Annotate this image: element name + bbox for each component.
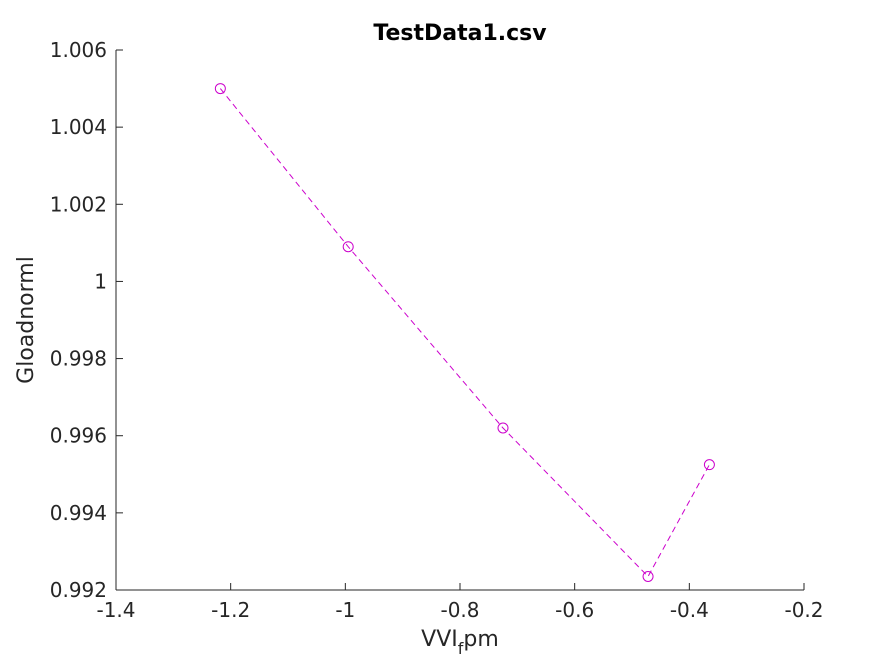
- y-axis-label: Gloadnorml: [14, 256, 39, 384]
- data-point: [214, 83, 226, 95]
- x-axis-label: VVIfpm: [421, 627, 499, 658]
- data-point: [342, 241, 354, 253]
- y-tick-label: 1.004: [50, 115, 107, 139]
- y-tick-label: 1.006: [50, 38, 107, 62]
- y-tick-label: 1.002: [50, 192, 107, 216]
- ticks: -1.4 -1.2 -1 -0.8 -0.6 -0.4 -0.2 0.992 0.994 0.99…: [50, 38, 824, 622]
- y-tick-label: 0.992: [50, 578, 107, 602]
- data-point: [497, 422, 509, 434]
- x-tick-label: -0.2: [784, 598, 823, 622]
- x-axis-label-base: VVI: [421, 627, 458, 652]
- axes: [115, 50, 804, 591]
- series-line: [219, 88, 710, 578]
- x-tick-label: -0.6: [555, 598, 594, 622]
- x-tick-label: -0.8: [440, 598, 479, 622]
- y-tick-label: 0.996: [50, 424, 107, 448]
- y-tick-label: 0.998: [50, 347, 107, 371]
- data-point: [703, 459, 715, 471]
- data-point: [642, 571, 654, 582]
- y-tick-label: 1: [94, 269, 107, 293]
- x-axis-label-subscript: f: [458, 639, 464, 658]
- x-tick-label: -1.4: [96, 598, 135, 622]
- x-tick-label: -1.2: [211, 598, 250, 622]
- x-tick-label: -0.4: [670, 598, 709, 622]
- series-layer: [214, 83, 715, 582]
- chart-title: TestData1.csv: [373, 21, 547, 46]
- y-tick-label: 0.994: [50, 501, 107, 525]
- x-axis-label-rest: pm: [463, 627, 498, 652]
- x-tick-label: -1: [335, 598, 355, 622]
